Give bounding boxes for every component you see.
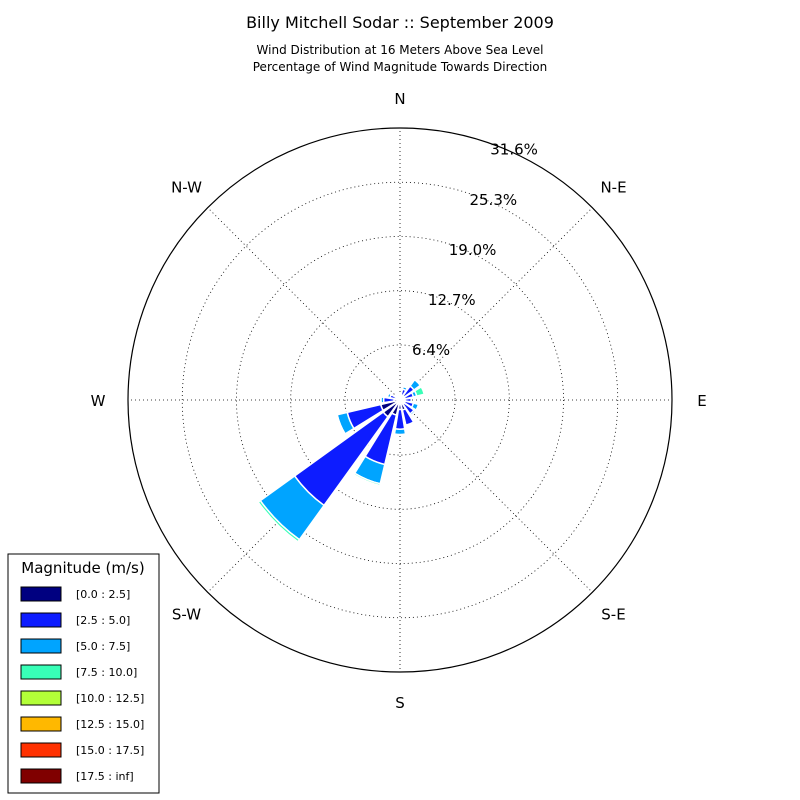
- legend-label: [2.5 : 5.0]: [76, 614, 130, 627]
- legend-label: [12.5 : 15.0]: [76, 718, 144, 731]
- legend-label: [10.0 : 12.5]: [76, 692, 144, 705]
- legend-swatch: [20, 664, 62, 680]
- ring-gridline: [181, 181, 619, 619]
- wind-bar-segment: [393, 428, 407, 436]
- radial-tick-label: 25.3%: [469, 191, 517, 209]
- wind-bar-segment: [409, 378, 422, 391]
- legend-swatch: [20, 716, 62, 732]
- wind-bar-segment: [410, 402, 420, 411]
- radial-gridline: [207, 207, 401, 401]
- legend-swatch: [20, 742, 62, 758]
- wind-bar-segment: [401, 407, 415, 427]
- legend-label: [15.0 : 17.5]: [76, 744, 144, 757]
- polar-grid: [127, 127, 673, 673]
- legend-swatch: [20, 768, 62, 784]
- wind-bar-segment: [352, 472, 382, 487]
- legend-label: [7.5 : 10.0]: [76, 666, 137, 679]
- wind-bar-segment: [386, 392, 393, 399]
- legend-swatch: [20, 638, 62, 654]
- outer-ring: [127, 127, 673, 673]
- radial-tick-label: 12.7%: [428, 291, 476, 309]
- radial-tick-label: 31.6%: [490, 141, 538, 159]
- legend-label: [0.0 : 2.5]: [76, 588, 130, 601]
- wind-bar-segment: [335, 413, 347, 436]
- legend-label: [5.0 : 7.5]: [76, 640, 130, 653]
- direction-label: N-W: [171, 179, 202, 197]
- wind-bar-segment: [257, 499, 301, 543]
- legend-swatch: [20, 586, 62, 602]
- direction-label: S-W: [172, 606, 201, 624]
- chart-title: Billy Mitchell Sodar :: September 2009: [246, 13, 554, 32]
- axis-labels: N N-E E S-E S S-W W N-W 6.4% 12.7% 19.0% 25.3% 31.6%: [91, 90, 707, 712]
- radial-tick-label: 19.0%: [449, 241, 497, 259]
- direction-label: N-E: [600, 179, 626, 197]
- ring-gridline: [236, 236, 564, 564]
- radial-tick-label: 6.4%: [412, 341, 450, 359]
- wind-bar-segment: [380, 396, 385, 404]
- wind-bar-segment: [396, 394, 401, 399]
- wind-bar-segment: [413, 385, 426, 397]
- radial-gridline: [399, 399, 593, 593]
- legend-label: [17.5 : inf]: [76, 770, 134, 783]
- ring-gridline: [290, 290, 510, 510]
- legend-title: Magnitude (m/s): [21, 559, 144, 577]
- wind-bars: [257, 378, 426, 543]
- legend: Magnitude (m/s) [0.0 : 2.5] [2.5 : 5.0] [5…: [7, 553, 160, 794]
- direction-label: E: [697, 392, 706, 410]
- legend-swatch: [20, 690, 62, 706]
- ring-gridline: [344, 344, 456, 456]
- legend-swatch: [20, 612, 62, 628]
- wind-bar-segment: [394, 394, 400, 400]
- direction-label: N: [394, 90, 405, 108]
- direction-label: S: [395, 694, 405, 712]
- wind-bar-segment: [401, 385, 409, 392]
- direction-label: S-E: [601, 606, 625, 624]
- wind-bar-segment: [409, 409, 417, 417]
- chart-subtitle-line-2: Percentage of Wind Magnitude Towards Dir…: [253, 60, 547, 74]
- chart-subtitle-line-1: Wind Distribution at 16 Meters Above Sea…: [257, 43, 544, 57]
- direction-label: W: [91, 392, 106, 410]
